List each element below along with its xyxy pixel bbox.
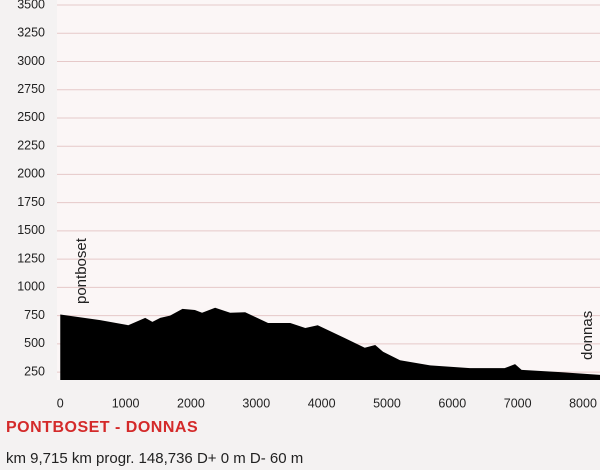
start-label: pontboset — [73, 237, 90, 304]
y-tick-label: 1750 — [17, 195, 45, 209]
x-tick-label: 5000 — [373, 396, 401, 410]
y-tick-label: 1000 — [17, 280, 45, 294]
x-tick-label: 4000 — [308, 396, 336, 410]
y-tick-label: 500 — [24, 336, 45, 350]
y-tick-label: 3000 — [17, 54, 45, 68]
plot-area — [57, 0, 600, 380]
y-tick-label: 750 — [24, 308, 45, 322]
x-tick-label: 0 — [57, 396, 64, 410]
y-tick-label: 3500 — [17, 0, 45, 11]
x-tick-label: 6000 — [438, 396, 466, 410]
marks — [60, 307, 600, 380]
y-tick-label: 2750 — [17, 82, 45, 96]
x-tick-label: 8000 — [569, 396, 597, 410]
y-tick-label: 2000 — [17, 167, 45, 181]
y-tick-label: 1250 — [17, 251, 45, 265]
x-tick-label: 3000 — [242, 396, 270, 410]
x-tick-label: 7000 — [504, 396, 532, 410]
end-label: donnas — [579, 311, 596, 360]
route-details: km 9,715 km progr. 148,736 D+ 0 m D- 60 … — [6, 450, 303, 467]
y-tick-label: 2250 — [17, 138, 45, 152]
y-tick-label: 2500 — [17, 110, 45, 124]
y-tick-label: 250 — [24, 364, 45, 378]
x-tick-label: 2000 — [177, 396, 205, 410]
y-tick-label: 1500 — [17, 223, 45, 237]
elevation-area — [60, 307, 600, 380]
grid — [57, 4, 600, 373]
x-tick-label: 1000 — [112, 396, 140, 410]
labels: 250 500 750 1000 1250 1500 1750 2000 2250 2500 275… — [17, 0, 597, 410]
route-title: PONTBOSET - DONNAS — [6, 419, 198, 436]
y-tick-label: 3250 — [17, 26, 45, 40]
